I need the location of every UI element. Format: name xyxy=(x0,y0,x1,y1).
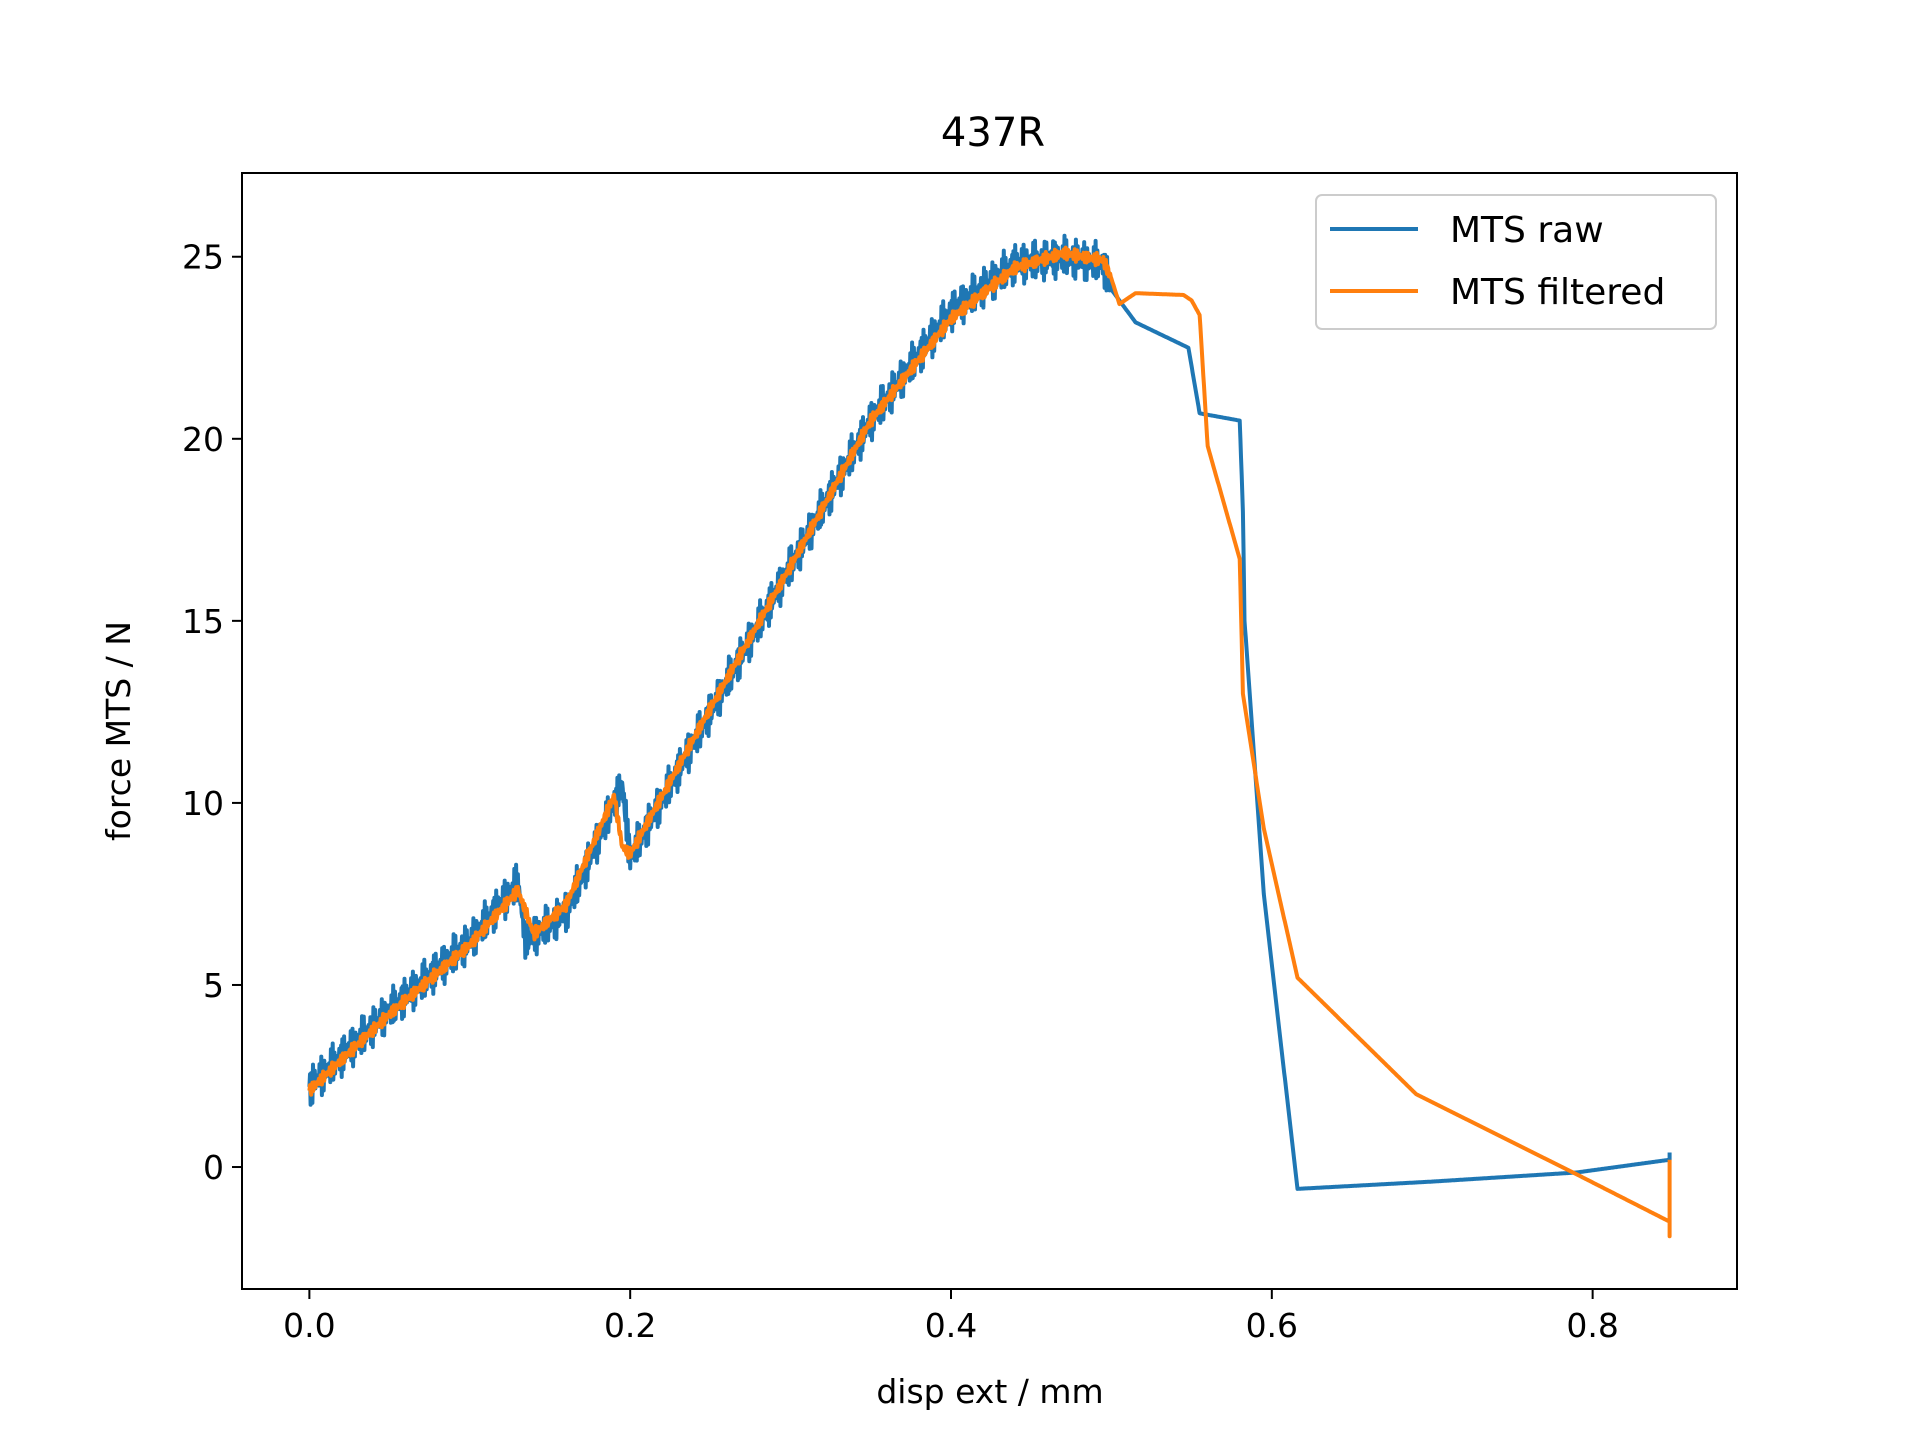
series-line-mts-filtered xyxy=(307,245,1672,1239)
y-tick-label: 25 xyxy=(182,238,224,277)
y-tick-label: 0 xyxy=(203,1148,224,1187)
y-tick-label: 10 xyxy=(182,784,224,823)
series-layer xyxy=(307,233,1672,1239)
plot-frame xyxy=(241,172,1738,1290)
x-tick-label: 0.6 xyxy=(1246,1306,1298,1345)
x-tick-label: 0.4 xyxy=(925,1306,977,1345)
x-axis-label: disp ext / mm xyxy=(876,1372,1103,1411)
chart-title: 437R xyxy=(941,110,1045,156)
x-tick-label: 0.0 xyxy=(283,1306,335,1345)
x-tick-label: 0.2 xyxy=(604,1306,656,1345)
x-axis: 0.0 0.2 0.4 0.6 0.8 xyxy=(283,1289,1619,1345)
legend: MTS raw MTS filtered xyxy=(1315,194,1717,330)
legend-label-mts-filtered: MTS filtered xyxy=(1450,272,1665,313)
y-tick-label: 15 xyxy=(182,602,224,641)
y-axis: 0 5 10 15 20 25 xyxy=(182,238,242,1187)
y-axis-label: force MTS / N xyxy=(99,621,138,841)
y-tick-label: 20 xyxy=(182,420,224,459)
series-line-mts-raw xyxy=(307,233,1672,1191)
y-tick-label: 5 xyxy=(203,966,224,1005)
x-tick-label: 0.8 xyxy=(1566,1306,1618,1345)
legend-label-mts-raw: MTS raw xyxy=(1450,210,1604,251)
